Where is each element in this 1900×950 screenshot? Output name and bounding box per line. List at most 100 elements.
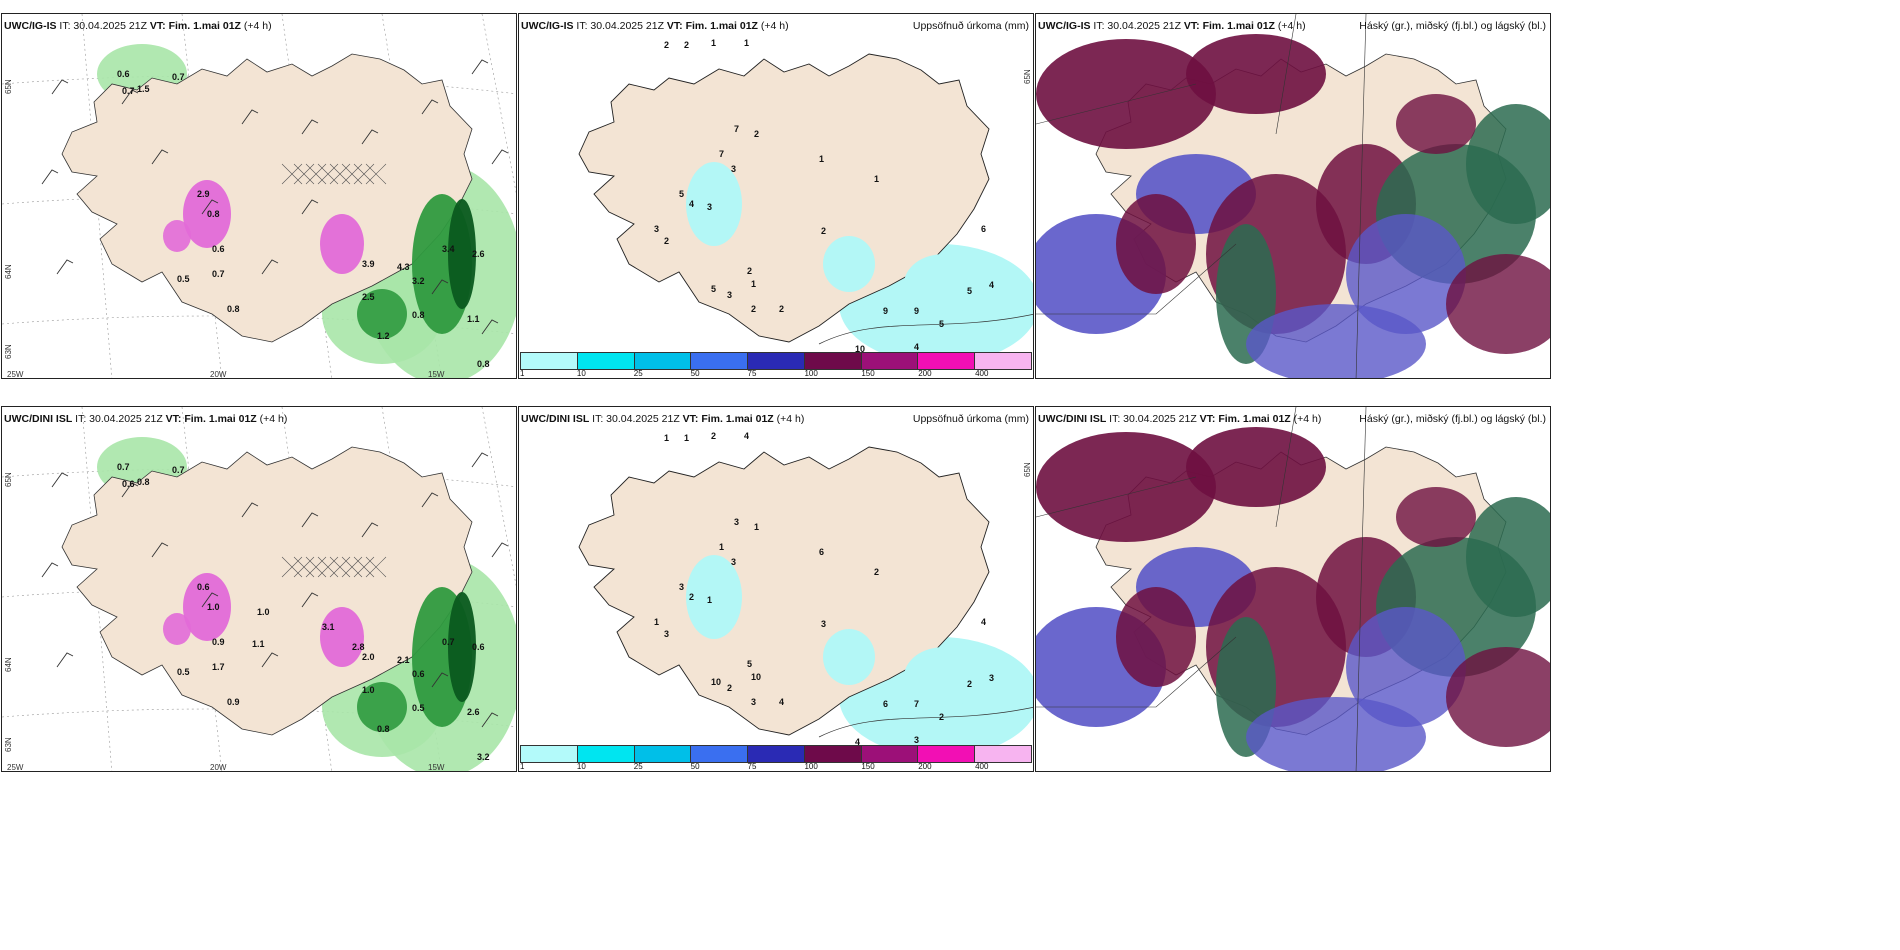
value-label: 1.7 [212,662,225,672]
colorbar-legend: 1 10 25 50 75 100 150 200 400 [519,348,1033,378]
wind-barb [151,542,169,558]
lead-time: (+4 h) [243,20,272,32]
model-name: UWC/IG-IS [1038,20,1091,32]
value-label: 10 [711,677,722,687]
value-label: 1 [719,542,725,552]
cloud-area-cloud_mid [1246,304,1426,378]
init-time: IT: 30.04.2025 21Z [1109,413,1197,425]
wind-barb [241,502,259,518]
wind-barb [121,89,139,105]
value-label: 3.2 [412,276,425,286]
accum-precip-panel: UWC/DINI ISL IT: 30.04.2025 21Z VT: Fim.… [518,406,1034,772]
value-label: 2 [967,679,973,689]
colorbar-tick-label: 50 [690,369,700,378]
colorbar-tick-label: 100 [804,369,818,378]
value-label: 3 [989,673,995,683]
value-label: 2 [939,712,945,722]
colorbar-swatch [521,746,578,762]
colorbar-tick-label: 200 [918,369,932,378]
wind-barb [491,149,509,165]
colorbar-tick-label: 10 [576,369,586,378]
model-name: UWC/DINI ISL [1038,413,1107,425]
cloud-area-cloud_high [1036,39,1216,149]
value-label: 2.1 [397,655,410,665]
value-label: 1 [754,522,760,532]
graticule-line [2,75,516,95]
wind-barb [201,199,219,215]
colorbar-swatch [975,353,1032,369]
latitude-label: 64N [4,264,13,279]
latitude-label: 64N [4,657,13,672]
value-label: 3.1 [322,622,335,632]
cloud-area-cloud_high [1186,427,1326,507]
panel-header: UWC/DINI ISL IT: 30.04.2025 21Z VT: Fim.… [1038,413,1321,425]
value-label: 2 [684,40,690,50]
colorbar [520,352,1032,370]
value-label: 6 [883,699,889,709]
wind-barb [421,492,439,508]
colorbar-swatch [691,353,749,369]
graticule-line [81,14,113,378]
iceland-coastline [61,53,473,343]
graticule-line [81,407,113,771]
colorbar-swatch [521,353,578,369]
cloud-area-cloud_high [1396,94,1476,154]
cloud-area-cloud_high [1036,432,1216,542]
value-label: 1 [751,279,757,289]
value-label: 2 [711,431,717,441]
value-label: 3 [679,582,685,592]
value-label: 0.5 [412,703,425,713]
value-label: 1.1 [252,639,265,649]
snow-area [320,607,364,667]
value-label: 0.8 [227,304,240,314]
value-label: 0.8 [412,310,425,320]
model-name: UWC/DINI ISL [521,413,590,425]
init-time: IT: 30.04.2025 21Z [75,413,163,425]
value-label: 0.6 [212,244,225,254]
value-label: 1 [744,38,750,48]
longitude-label: 15W [428,763,445,772]
graticule-line [1036,407,1367,771]
value-label: 1 [664,433,670,443]
precip-area [823,629,875,685]
panel-title-right: Uppsöfnuð úrkoma (mm) [912,413,1029,425]
colorbar-ticks: 1 10 25 50 75 100 150 200 400 [520,762,1032,771]
snow-area [183,180,231,248]
value-label: 0.7 [122,86,135,96]
hatch-mark [353,556,375,578]
value-label: 0.7 [172,465,185,475]
hatch-mark [353,163,375,185]
wind-barb [471,59,489,75]
hatch-mark [281,556,303,578]
colorbar-tick-label: 150 [861,369,875,378]
longitude-label: 25W [7,763,24,772]
colorbar-tick-label: 10 [576,762,586,771]
lead-time: (+4 h) [1293,413,1322,425]
value-label: 0.7 [442,637,455,647]
value-label: 3 [751,697,757,707]
value-label: 7 [719,149,725,159]
value-label: 1.2 [377,331,390,341]
value-label: 3 [654,224,660,234]
value-label: 2.0 [362,652,375,662]
value-label: 3.9 [362,259,375,269]
value-label: 2.9 [197,189,210,199]
map-svg [2,14,516,378]
value-label: 5 [711,284,717,294]
wind-barb [51,79,69,95]
value-label: 4.3 [397,262,410,272]
panel-title-right: Háský (gr.), miðský (fj.bl.) og lágský (… [1359,413,1546,425]
colorbar-tick-label: 25 [633,762,643,771]
colorbar-swatch [918,353,976,369]
value-label: 0.7 [212,269,225,279]
value-label: 0.8 [477,359,490,369]
colorbar-tick-label: 50 [690,762,700,771]
value-label: 2 [727,683,733,693]
cloud-area-cloud_mid [1346,607,1466,727]
value-label: 4 [989,280,995,290]
value-label: 2.5 [362,292,375,302]
value-label: 5 [967,286,973,296]
value-label: 1 [819,154,825,164]
value-label: 1.0 [362,685,375,695]
lead-time: (+4 h) [760,20,789,32]
